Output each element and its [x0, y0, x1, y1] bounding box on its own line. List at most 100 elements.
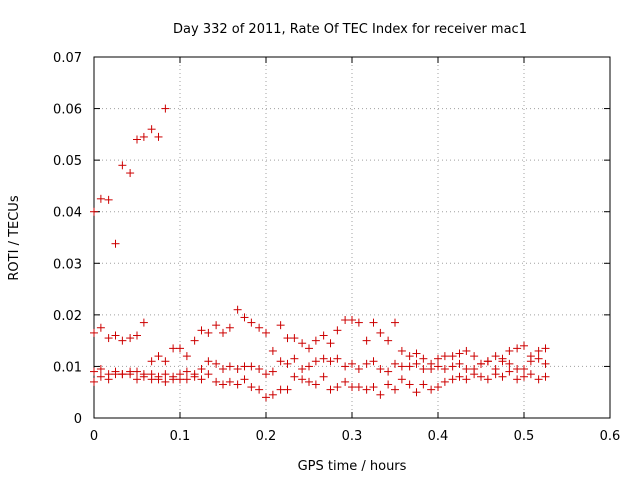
y-tick-label: 0.05	[53, 154, 82, 169]
data-point	[541, 372, 550, 381]
data-point	[376, 365, 385, 374]
data-point	[96, 365, 105, 374]
data-point	[197, 375, 206, 384]
data-point	[326, 385, 335, 394]
data-point	[233, 305, 242, 314]
data-point	[319, 331, 328, 340]
data-point	[534, 375, 543, 384]
data-point	[161, 357, 170, 366]
data-point	[483, 357, 492, 366]
data-point	[341, 316, 350, 325]
data-point	[440, 352, 449, 361]
data-point	[290, 334, 299, 343]
data-point	[204, 370, 213, 379]
data-point	[369, 383, 378, 392]
data-point	[333, 354, 342, 363]
data-point	[126, 334, 135, 343]
data-point	[311, 336, 320, 345]
data-point	[133, 331, 141, 340]
data-point	[298, 339, 307, 348]
data-point	[182, 375, 191, 384]
data-point	[419, 380, 428, 389]
data-point	[491, 352, 500, 361]
data-point	[212, 321, 221, 330]
data-point	[434, 383, 442, 392]
x-axis-label: GPS time / hours	[298, 459, 407, 474]
data-point	[96, 372, 105, 381]
data-point	[147, 125, 156, 134]
data-point	[520, 341, 528, 350]
x-tick-label: 0.2	[256, 429, 277, 444]
data-point	[462, 365, 471, 374]
data-point	[419, 354, 428, 363]
data-point	[455, 349, 464, 358]
data-point	[240, 362, 249, 371]
data-point	[133, 135, 141, 144]
data-point	[247, 318, 256, 327]
x-tick-label: 0.5	[514, 429, 535, 444]
data-point	[434, 354, 442, 363]
data-point	[90, 207, 98, 216]
data-point	[427, 385, 436, 394]
data-point	[455, 359, 464, 368]
data-point	[362, 359, 371, 368]
data-point	[526, 370, 535, 379]
data-point	[427, 365, 436, 374]
data-point	[298, 365, 307, 374]
data-point	[219, 328, 227, 337]
y-tick-label: 0.03	[53, 257, 82, 272]
data-point	[462, 375, 471, 384]
data-point	[290, 372, 299, 381]
data-point	[255, 365, 264, 374]
data-point	[505, 367, 514, 376]
x-tick-label: 0.3	[342, 429, 363, 444]
data-point	[397, 362, 406, 371]
x-tick-label: 0.6	[600, 429, 621, 444]
data-point	[391, 385, 399, 394]
data-point	[90, 377, 98, 386]
data-point	[369, 357, 378, 366]
x-tick-label: 0.4	[428, 429, 449, 444]
data-point	[276, 321, 285, 330]
data-point	[526, 357, 535, 366]
data-point	[412, 388, 421, 397]
data-point	[354, 383, 363, 392]
x-tick-label: 0	[90, 429, 98, 444]
data-point	[233, 365, 242, 374]
data-point	[225, 323, 234, 332]
data-point	[369, 318, 378, 327]
data-point	[391, 359, 399, 368]
data-point	[247, 362, 256, 371]
y-tick-label: 0.06	[53, 103, 82, 118]
data-point	[534, 354, 543, 363]
data-point	[348, 383, 356, 392]
data-point	[240, 313, 249, 322]
data-point	[354, 318, 363, 327]
data-point	[154, 375, 163, 384]
data-point	[491, 370, 500, 379]
data-point	[419, 365, 428, 374]
data-point	[190, 372, 199, 381]
data-point	[483, 375, 492, 384]
data-point	[333, 383, 342, 392]
data-point	[290, 354, 299, 363]
data-point	[219, 365, 227, 374]
data-point	[90, 367, 98, 376]
data-point	[541, 344, 550, 353]
data-point	[176, 344, 184, 353]
data-point	[247, 383, 256, 392]
data-point	[384, 367, 393, 376]
data-point	[126, 169, 135, 178]
data-point	[326, 357, 335, 366]
data-point	[169, 375, 178, 384]
data-point	[169, 344, 178, 353]
data-point	[405, 362, 414, 371]
data-point	[233, 380, 242, 389]
data-point	[161, 104, 170, 113]
data-point	[190, 336, 199, 345]
data-point	[240, 375, 249, 384]
data-point	[268, 346, 277, 355]
data-point	[139, 318, 148, 327]
data-point	[498, 372, 507, 381]
